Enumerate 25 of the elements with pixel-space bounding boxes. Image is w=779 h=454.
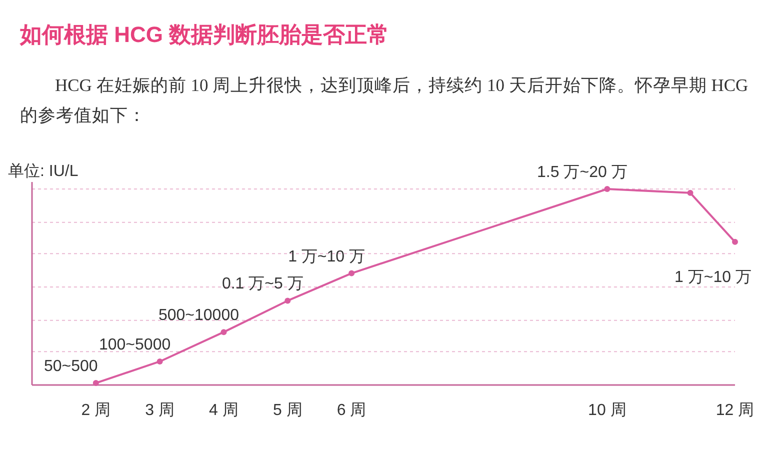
point xyxy=(348,270,355,276)
point xyxy=(604,186,610,192)
annotation: 500~10000 xyxy=(158,307,240,324)
chart-title: 如何根据 HCG 数据判断胚胎是否正常 xyxy=(19,22,390,47)
annotation: 1 万~10 万 xyxy=(674,268,752,286)
x-tick-label: 6 周 xyxy=(336,402,366,419)
point xyxy=(92,380,99,386)
x-tick-label: 12 周 xyxy=(716,402,754,419)
x-tick-label: 4 周 xyxy=(209,402,238,419)
point xyxy=(156,358,163,364)
point xyxy=(732,238,738,245)
annotation: 50~500 xyxy=(44,358,98,376)
point xyxy=(284,298,291,304)
y-axis-title: 单位: IU/L xyxy=(8,162,78,180)
annotation: 0.1 万~5 万 xyxy=(222,276,304,293)
annotation: 1.5 万~20 万 xyxy=(537,164,628,181)
x-tick-label: 3 周 xyxy=(145,402,174,419)
annotation: 1 万~10 万 xyxy=(288,248,366,266)
x-tick-label: 10 周 xyxy=(588,402,626,419)
x-tick-label: 2 周 xyxy=(81,402,111,419)
x-tick-label: 5 周 xyxy=(272,402,302,419)
annotation: 100~5000 xyxy=(99,336,171,354)
chart-subtitle: HCG 在妊娠的前 10 周上升很快，达到顶峰后，持续约 10 天后开始下降。怀孕早期 HCG 的参考值如下： xyxy=(20,74,750,127)
point xyxy=(220,329,227,336)
point xyxy=(687,190,694,196)
